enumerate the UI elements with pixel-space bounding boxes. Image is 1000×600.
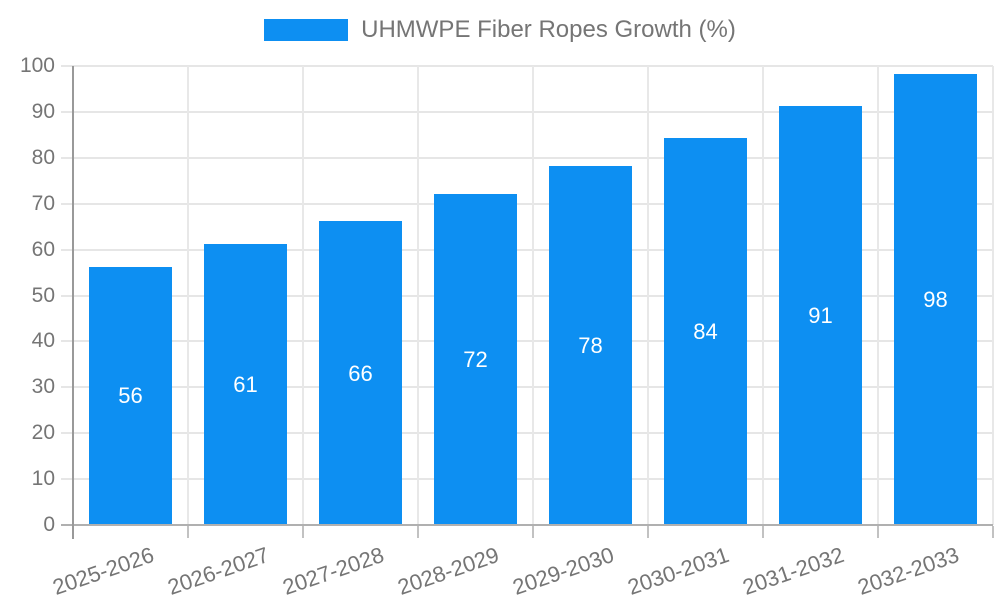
bar-2032-2033[interactable] — [894, 74, 977, 524]
bar-value-label: 72 — [463, 346, 488, 372]
x-axis-tick-mark — [992, 526, 994, 538]
bar-value-label: 61 — [233, 372, 258, 397]
x-axis-tick-mark — [417, 526, 419, 538]
gridline-vertical — [762, 66, 764, 525]
bar-2029-2030[interactable] — [549, 165, 632, 524]
y-axis-tick-label: 30 — [31, 375, 55, 399]
bar-2031-2032[interactable] — [779, 106, 862, 524]
x-axis-tick-mark — [762, 526, 764, 538]
bar-2027-2028[interactable] — [319, 221, 402, 524]
bar-value-label: 91 — [808, 303, 833, 329]
bar-value-label: 78 — [578, 332, 603, 358]
bar-2028-2029[interactable] — [434, 193, 517, 524]
gridline-horizontal — [61, 110, 993, 113]
y-axis-tick-label: 20 — [31, 421, 55, 445]
y-axis-tick-label: 90 — [31, 99, 55, 123]
bar-value-label: 84 — [693, 319, 718, 345]
x-axis-tick-mark — [647, 526, 649, 538]
bar-value-label: 56 — [118, 383, 143, 409]
y-axis-tick-label: 50 — [31, 283, 55, 307]
bar-value-label: 98 — [923, 287, 948, 313]
y-axis-tick-label: 70 — [31, 191, 55, 215]
gridline-vertical — [187, 66, 189, 525]
x-axis-line — [61, 524, 993, 526]
gridline-horizontal — [61, 432, 993, 435]
gridline-vertical — [302, 66, 304, 525]
gridline-horizontal — [61, 386, 993, 389]
gridline-horizontal — [61, 478, 993, 481]
y-axis-tick-label: 40 — [31, 329, 55, 353]
legend-series-swatch — [264, 19, 349, 41]
bar-2030-2031[interactable] — [664, 138, 747, 524]
y-axis-tick-label: 80 — [31, 145, 55, 169]
y-axis-tick-label: 10 — [31, 467, 55, 491]
gridline-vertical — [532, 66, 534, 525]
y-axis-tick-label: 60 — [31, 237, 55, 261]
x-axis-tick-mark — [187, 526, 189, 538]
plot-area: 0 10 20 30 40 50 60 70 80 90 100 56 2025-2026 61 2026-… — [20, 54, 994, 600]
gridline-horizontal — [61, 294, 993, 297]
gridline-vertical — [877, 66, 879, 525]
y-axis-line — [72, 66, 74, 539]
x-axis-tick-mark — [532, 526, 534, 538]
gridline-horizontal — [61, 202, 993, 205]
bar-2025-2026[interactable] — [89, 266, 172, 524]
gridline-horizontal — [61, 65, 993, 67]
bar-value-label: 66 — [348, 360, 373, 386]
legend-series-label: UHMWPE Fiber Ropes Growth (%) — [361, 16, 736, 43]
x-axis-tick-mark — [877, 526, 879, 538]
chart-legend: UHMWPE Fiber Ropes Growth (%) — [0, 16, 1000, 44]
y-axis-tick-label: 100 — [19, 54, 55, 77]
gridline-horizontal — [61, 248, 993, 251]
gridline-horizontal — [61, 340, 993, 343]
gridline-vertical — [647, 66, 649, 525]
gridline-horizontal — [61, 156, 993, 159]
x-axis-tick-mark — [302, 526, 304, 538]
gridline-vertical — [992, 66, 994, 525]
bar-2026-2027[interactable] — [204, 244, 287, 524]
gridline-vertical — [417, 66, 419, 525]
y-axis-tick-label: 0 — [43, 513, 55, 536]
